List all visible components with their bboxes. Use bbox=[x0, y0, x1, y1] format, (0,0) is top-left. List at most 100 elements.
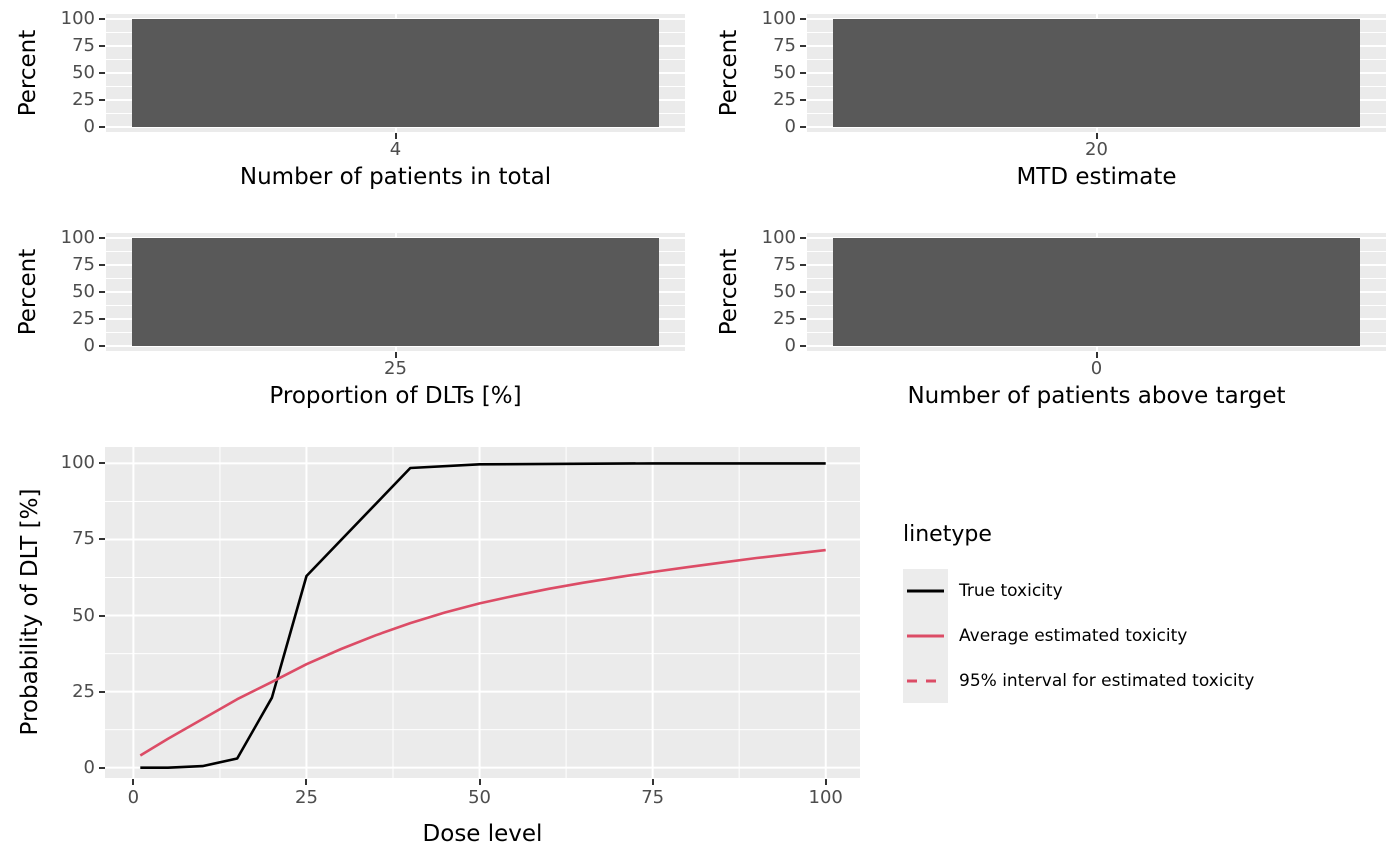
plot-panel bbox=[106, 233, 685, 351]
solid-line-sample-icon bbox=[907, 634, 944, 638]
y-tick-label: 75 bbox=[773, 35, 796, 57]
x-tick-mark bbox=[305, 779, 308, 785]
plot-panel bbox=[807, 14, 1386, 132]
bar bbox=[832, 19, 1360, 127]
y-tick-mark bbox=[99, 264, 105, 267]
x-axis-title: Number of patients above target bbox=[907, 383, 1286, 409]
x-tick-mark bbox=[394, 352, 397, 358]
y-tick-mark bbox=[99, 317, 105, 320]
legend-row-average-estimated: Average estimated toxicity bbox=[903, 613, 1254, 659]
y-tick-mark bbox=[800, 18, 806, 21]
y-tick-mark bbox=[99, 614, 105, 617]
y-tick-mark bbox=[99, 291, 105, 293]
plot-panel bbox=[105, 447, 860, 778]
y-tick-label: 50 bbox=[72, 281, 95, 302]
y-tick-label: 0 bbox=[83, 334, 95, 356]
x-tick-label: 25 bbox=[384, 358, 407, 379]
x-tick-mark bbox=[132, 779, 135, 785]
legend-key bbox=[903, 658, 948, 704]
chart-dlt-proportion: Percent 25 Proportion of DLTs [%] 0 25 50 7… bbox=[0, 219, 700, 434]
x-axis-title: Dose level bbox=[422, 821, 543, 847]
x-tick-mark bbox=[478, 779, 481, 785]
y-tick-mark bbox=[99, 344, 105, 347]
y-tick-mark bbox=[99, 98, 105, 101]
chart-mtd-estimate: Percent 20 MTD estimate 0 25 50 75 100 bbox=[701, 0, 1400, 215]
legend-rows: True toxicity Average estimated toxicity… bbox=[903, 569, 1255, 704]
y-tick-mark bbox=[800, 317, 806, 320]
y-tick-mark bbox=[99, 45, 105, 48]
y-tick-mark bbox=[99, 690, 105, 693]
y-tick-label: 0 bbox=[83, 115, 95, 137]
series-true-toxicity bbox=[140, 462, 826, 770]
series-average-estimated-toxicity bbox=[139, 548, 826, 757]
y-tick-mark bbox=[800, 237, 806, 240]
y-tick-mark bbox=[800, 344, 806, 347]
y-tick-label: 100 bbox=[761, 8, 796, 30]
y-tick-label: 25 bbox=[72, 307, 95, 329]
x-axis-title: Number of patients in total bbox=[239, 164, 552, 190]
y-tick-mark bbox=[800, 264, 806, 267]
chart-dose-toxicity: Probability of DLT [%] Dose level 0 25 50 7… bbox=[0, 433, 900, 866]
y-tick-label: 100 bbox=[60, 8, 95, 30]
legend-label: True toxicity bbox=[959, 581, 1063, 602]
legend-key bbox=[903, 569, 948, 614]
y-tick-label: 75 bbox=[72, 35, 95, 57]
y-tick-label: 25 bbox=[773, 307, 796, 329]
bar bbox=[832, 238, 1360, 346]
legend-row-true-toxicity: True toxicity bbox=[903, 569, 1254, 614]
y-tick-mark bbox=[99, 237, 105, 240]
y-tick-label: 50 bbox=[773, 62, 796, 83]
x-tick-label: 100 bbox=[808, 787, 843, 808]
x-tick-mark bbox=[1095, 352, 1098, 358]
legend-key bbox=[903, 613, 948, 659]
legend-label: 95% interval for estimated toxicity bbox=[959, 670, 1255, 691]
y-tick-mark bbox=[800, 98, 806, 101]
dashed-line-sample-icon bbox=[907, 679, 944, 683]
y-tick-label: 75 bbox=[72, 528, 95, 550]
x-tick-label: 25 bbox=[295, 787, 318, 808]
x-tick-mark bbox=[651, 779, 654, 785]
legend-title: linetype bbox=[903, 522, 992, 547]
x-tick-label: 0 bbox=[127, 787, 140, 808]
y-tick-mark bbox=[99, 18, 105, 21]
y-tick-label: 75 bbox=[773, 254, 796, 276]
y-tick-label: 75 bbox=[72, 254, 95, 276]
solid-line-sample-icon bbox=[907, 589, 944, 593]
y-tick-mark bbox=[99, 125, 105, 128]
y-tick-mark bbox=[99, 72, 105, 74]
x-tick-mark bbox=[394, 133, 397, 139]
line-plot-svg bbox=[105, 447, 860, 778]
y-tick-label: 100 bbox=[761, 227, 796, 249]
y-tick-mark bbox=[99, 766, 105, 769]
y-tick-label: 0 bbox=[784, 334, 796, 356]
y-tick-label: 0 bbox=[784, 115, 796, 137]
x-tick-label: 4 bbox=[389, 139, 402, 160]
plot-panel bbox=[106, 14, 685, 132]
y-tick-label: 25 bbox=[773, 88, 796, 110]
x-tick-mark bbox=[824, 779, 827, 785]
x-axis-title: MTD estimate bbox=[1016, 164, 1177, 190]
bar bbox=[131, 19, 659, 127]
y-tick-label: 50 bbox=[72, 604, 95, 626]
y-tick-label: 100 bbox=[60, 452, 95, 474]
y-tick-mark bbox=[99, 462, 105, 465]
y-tick-mark bbox=[800, 45, 806, 48]
y-tick-label: 0 bbox=[83, 756, 95, 778]
y-tick-mark bbox=[800, 125, 806, 128]
legend: linetype True toxicity Average estimated… bbox=[903, 521, 1255, 704]
legend-label: Average estimated toxicity bbox=[959, 626, 1188, 647]
y-tick-label: 50 bbox=[773, 281, 796, 302]
chart-patients-above-target: Percent 0 Number of patients above targe… bbox=[701, 219, 1400, 434]
y-tick-mark bbox=[99, 538, 105, 541]
legend-row-95-interval: 95% interval for estimated toxicity bbox=[903, 658, 1255, 704]
x-tick-label: 75 bbox=[641, 787, 665, 808]
x-axis-title: Proportion of DLTs [%] bbox=[269, 383, 522, 409]
y-tick-mark bbox=[800, 291, 806, 293]
bar bbox=[131, 238, 659, 346]
y-tick-label: 100 bbox=[60, 227, 95, 249]
y-tick-mark bbox=[800, 72, 806, 74]
x-tick-label: 20 bbox=[1085, 139, 1108, 160]
x-tick-mark bbox=[1095, 133, 1098, 139]
